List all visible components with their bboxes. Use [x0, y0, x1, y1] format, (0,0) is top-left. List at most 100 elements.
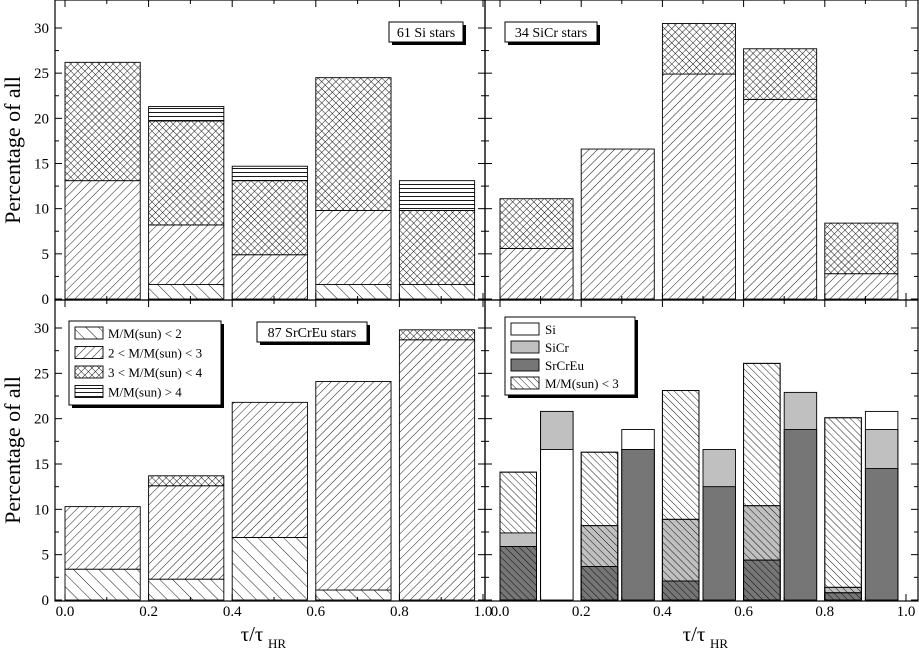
bar-segment	[148, 578, 225, 601]
bar-segment	[64, 506, 141, 570]
x-axis-label-left-main: τ/τ	[241, 622, 264, 646]
bar-segment	[231, 165, 308, 182]
legend-type: Si SiCr SrCrEu M/M(sun) < 3	[504, 316, 638, 398]
panel-1: 0 5 10 15 20 25 30 61 Si stars	[34, 0, 486, 308]
bar-segment	[398, 180, 476, 211]
y-tick-label: 5	[42, 548, 50, 564]
x-axis-label-left-sub: HR	[268, 636, 286, 651]
legend-label: M/M(sun) < 3	[545, 376, 619, 391]
panel-frame	[484, 299, 919, 602]
bar-segment	[148, 106, 225, 122]
x-tick-label: 0.8	[390, 604, 409, 620]
legend-swatch	[74, 385, 104, 398]
x-tick-label: 0.0	[491, 604, 510, 620]
y-tick-label: 5	[42, 247, 50, 263]
bar-segment	[231, 401, 308, 538]
y-tick-label: 25	[34, 366, 49, 382]
bar-low-mass-overlay	[824, 592, 862, 601]
bar-segment	[148, 224, 225, 285]
y-tick-label: 0	[42, 593, 50, 609]
bar-segment	[824, 222, 899, 275]
bar-segment	[499, 247, 574, 300]
legend-mass: M/M(sun) < 2 2 < M/M(sun) < 3 3 < M/M(sun)…	[68, 320, 224, 408]
legend-label: 2 < M/M(sun) < 3	[108, 346, 202, 361]
bar-si	[540, 449, 574, 601]
title-box	[256, 321, 368, 343]
legend-label: Si	[545, 322, 556, 337]
bar-low-mass-overlay	[499, 546, 537, 601]
bar-low-mass-overlay	[580, 566, 619, 601]
bar-segment	[743, 98, 818, 300]
bar-segment	[398, 329, 476, 341]
x-tick-label: 0.4	[223, 604, 242, 620]
y-tick-label: 10	[34, 202, 49, 218]
panel-2: 34 SiCr stars	[484, 0, 919, 301]
x-tick-label: 0.4	[653, 604, 672, 620]
bar-segment	[231, 536, 308, 601]
bar-segment	[148, 120, 225, 226]
legend-swatch	[510, 340, 540, 354]
bar-segment	[315, 589, 392, 601]
y-tick-label: 0	[42, 292, 50, 308]
bar-segment	[148, 485, 225, 580]
x-axis-label-left: τ/τ HR	[241, 622, 287, 651]
bar-segment	[824, 273, 899, 300]
bar-segment	[580, 148, 655, 300]
legend-swatch	[510, 322, 540, 336]
legend-label: SrCrEu	[545, 358, 585, 373]
legend-swatch	[510, 376, 540, 390]
x-tick-label: 1.0	[474, 604, 493, 620]
y-tick-label: 30	[34, 321, 49, 337]
bar-segment	[231, 180, 308, 256]
bar-segment	[661, 23, 736, 75]
y-tick-label: 15	[34, 457, 49, 473]
panel-title: 34 SiCr stars	[515, 26, 587, 41]
bar-segment	[231, 254, 308, 300]
bar-segment	[148, 284, 225, 300]
bar-srcreu	[783, 429, 818, 601]
panel-3: 0 5 10 15 20 25 30 0.0 0.2 0.4 0.6 0.8 1.0 87 SrCrEu …	[34, 299, 493, 620]
y-tick-label: 10	[34, 502, 49, 518]
legend-label: 3 < M/M(sun) < 4	[108, 365, 203, 380]
bar-segment	[743, 48, 818, 100]
bar-segment	[398, 210, 476, 285]
bar-srcreu	[864, 468, 899, 601]
y-axis-label-bottom: Percentage of all	[0, 376, 25, 524]
legend-swatch	[74, 365, 104, 379]
legend-swatch	[74, 346, 104, 359]
y-axis-label-top: Percentage of all	[0, 76, 25, 224]
x-tick-label: 0.2	[572, 604, 591, 620]
x-axis-label-right-sub: HR	[710, 636, 728, 651]
bar-segment	[64, 180, 141, 300]
x-axis-label-right: τ/τ HR	[683, 622, 729, 651]
legend-label: M/M(sun) > 4	[108, 385, 182, 400]
bar-srcreu	[702, 486, 736, 601]
bar-segment	[64, 568, 141, 601]
bar-segment	[148, 475, 225, 487]
bar-segment	[398, 339, 476, 601]
panel-title: 87 SrCrEu stars	[268, 326, 357, 341]
y-tick-label: 20	[34, 412, 49, 428]
title-box	[388, 21, 464, 43]
y-tick-label: 25	[34, 66, 49, 82]
panel-title: 61 Si stars	[397, 26, 455, 41]
bar-srcreu	[621, 449, 655, 601]
bar-low-mass-overlay	[743, 559, 781, 601]
x-tick-label: 0.2	[139, 604, 158, 620]
bar-low-mass-overlay	[824, 417, 862, 601]
bar-segment	[315, 381, 392, 591]
title-box	[504, 21, 598, 43]
bar-segment	[398, 284, 476, 300]
y-tick-label: 15	[34, 157, 49, 173]
bar-low-mass-overlay	[661, 580, 700, 601]
bar-segment	[499, 198, 574, 249]
bar-segment	[315, 284, 392, 300]
x-tick-label: 0.6	[306, 604, 325, 620]
x-tick-label: 1.0	[897, 604, 916, 620]
y-tick-label: 30	[34, 21, 49, 37]
bar-segment	[661, 73, 736, 300]
x-tick-label: 0.6	[734, 604, 753, 620]
bar-segment	[315, 77, 392, 211]
x-tick-label: 0.0	[56, 604, 75, 620]
